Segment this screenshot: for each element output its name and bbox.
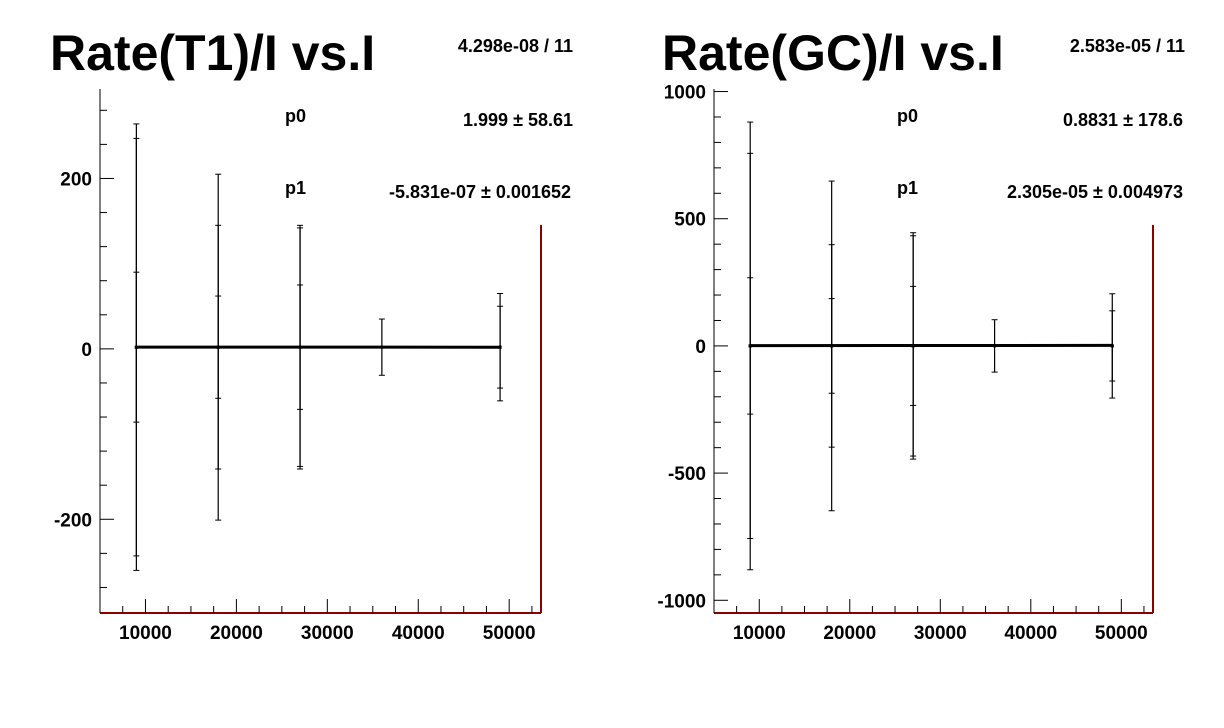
- y-tick-label: 0: [695, 337, 706, 358]
- plot-area: 10000 20000 30000 40000 50000 -1000 -500 0 500 10…: [657, 83, 1154, 644]
- x-tick-label: 30000: [914, 623, 967, 644]
- chi2-ndf-value: 4.298e-08 / 11: [458, 36, 573, 56]
- param-p0-central: 0.8831: [1063, 110, 1118, 130]
- y-tick-label: 500: [674, 210, 706, 231]
- x-tick-label: 20000: [210, 623, 263, 644]
- y-tick-label: 200: [60, 169, 92, 190]
- y-tick-label: -1000: [657, 591, 706, 612]
- param-p0-name: p0: [285, 106, 306, 126]
- param-p1-value: -5.831e-07 ± 0.001652: [389, 182, 571, 202]
- x-tick-label: 40000: [392, 623, 445, 644]
- y-tick-label: 0: [81, 340, 92, 361]
- error-bar: [133, 123, 140, 571]
- x-tick-label: 50000: [1095, 623, 1148, 644]
- x-tick-label: 10000: [119, 623, 172, 644]
- chi2-ndf-value: 2.583e-05 / 11: [1070, 36, 1185, 56]
- plus-minus-sign: ±: [476, 182, 496, 202]
- data-point: [748, 344, 752, 348]
- y-tick-label: -500: [668, 464, 706, 485]
- param-p1-value: 2.305e-05 ± 0.004973: [1007, 182, 1183, 202]
- param-p1-error: 0.001652: [496, 182, 571, 202]
- plot-area: 10000 20000 30000 40000 50000 -200 0 200: [54, 89, 542, 644]
- x-tick-label: 50000: [483, 623, 536, 644]
- x-tick-label: 20000: [823, 623, 876, 644]
- param-p0-value: 0.8831 ± 178.6: [1063, 110, 1183, 130]
- x-tick-label: 10000: [733, 623, 786, 644]
- chart-title: Rate(GC)/I vs.I: [662, 25, 1004, 81]
- plus-minus-sign: ±: [1088, 182, 1108, 202]
- param-p1-central: -5.831e-07: [389, 182, 476, 202]
- param-p0-error: 58.61: [528, 110, 573, 130]
- param-p0-central: 1.999: [463, 110, 508, 130]
- plus-minus-sign: ±: [508, 110, 528, 130]
- param-p1-name: p1: [285, 178, 306, 198]
- data-point: [134, 345, 138, 349]
- param-p0-name: p0: [897, 106, 918, 126]
- y-tick-label: 1000: [664, 83, 706, 104]
- x-tick-label: 30000: [301, 623, 354, 644]
- chart-panel-gc: Rate(GC)/I vs.I 2.583e-05 / 11 p0 0.8831…: [657, 25, 1185, 644]
- param-p0-error: 178.6: [1138, 110, 1183, 130]
- param-p1-error: 0.004973: [1108, 182, 1183, 202]
- param-p0-value: 1.999 ± 58.61: [463, 110, 573, 130]
- param-p1-name: p1: [897, 178, 918, 198]
- y-tick-label: -200: [54, 510, 92, 531]
- error-bar: [747, 121, 754, 571]
- chart-title: Rate(T1)/I vs.I: [50, 25, 375, 81]
- plus-minus-sign: ±: [1118, 110, 1138, 130]
- param-p1-central: 2.305e-05: [1007, 182, 1088, 202]
- chart-panel-t1: Rate(T1)/I vs.I 4.298e-08 / 11 p0 1.999 …: [50, 25, 573, 644]
- x-tick-label: 40000: [1004, 623, 1057, 644]
